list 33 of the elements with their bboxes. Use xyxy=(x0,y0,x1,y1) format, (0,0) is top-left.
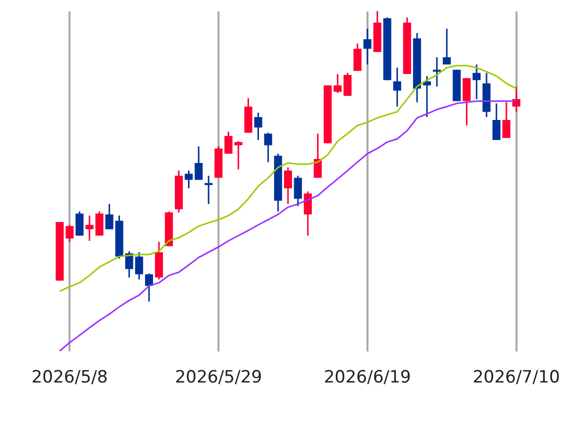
candlestick xyxy=(284,166,292,205)
candlestick xyxy=(254,112,262,141)
candlestick xyxy=(294,175,302,207)
candlestick xyxy=(334,73,342,94)
candlestick xyxy=(432,56,441,88)
x-tick-label: 2026/7/10 xyxy=(472,368,560,388)
candlestick xyxy=(344,72,352,97)
candlestick xyxy=(204,175,213,205)
candlestick xyxy=(353,42,362,72)
candlestick xyxy=(194,146,203,181)
candlestick xyxy=(85,214,94,242)
candlestick xyxy=(472,64,481,100)
candlestick xyxy=(76,210,84,236)
candlestick xyxy=(462,77,471,126)
candlestick xyxy=(135,251,144,280)
candlestick xyxy=(492,102,500,141)
candlestick xyxy=(442,28,451,66)
candlestick xyxy=(363,28,372,66)
candlestick xyxy=(224,130,232,154)
candlestick xyxy=(502,102,510,139)
candlestick xyxy=(105,203,114,230)
candlestick xyxy=(264,132,272,163)
candlestick xyxy=(66,224,74,242)
x-tick-label: 2026/5/29 xyxy=(174,368,262,388)
candlestick xyxy=(145,272,154,302)
candlestick xyxy=(314,132,322,179)
x-tick-label: 2026/5/8 xyxy=(31,368,108,388)
x-tick-label: 2026/6/19 xyxy=(324,368,411,388)
candlestick xyxy=(184,170,193,190)
candlestick xyxy=(393,66,402,108)
candlestick xyxy=(234,140,242,170)
candlestick xyxy=(304,190,312,236)
candlestick xyxy=(95,210,104,236)
